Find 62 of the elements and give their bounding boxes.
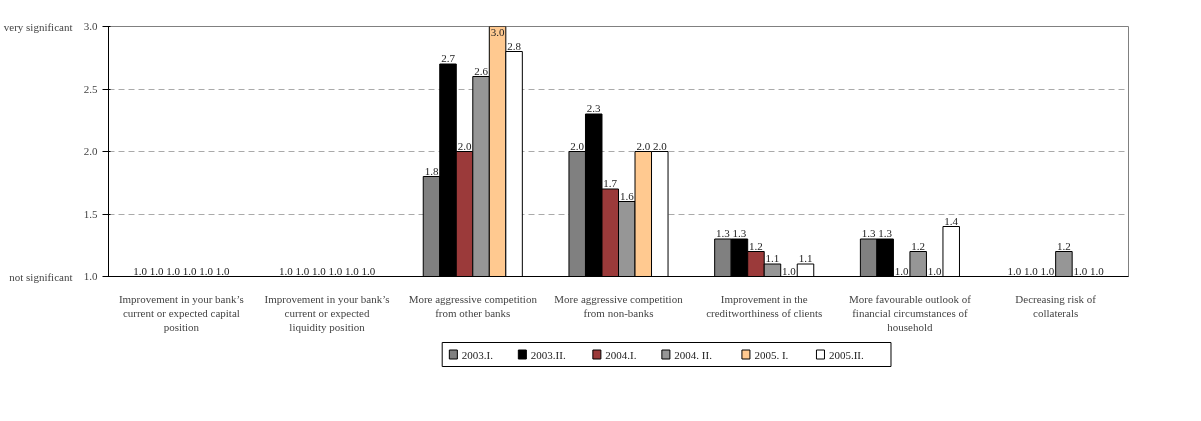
data-label: 1.0 [166, 264, 181, 277]
data-label: 1.0 [344, 264, 360, 277]
legend-label: 2005. I. [754, 348, 789, 361]
text: not significant [9, 270, 73, 283]
x-tick-label: More aggressive competition from other banks [408, 292, 538, 319]
data-label: 1.0 [311, 264, 327, 277]
data-label: 2.7 [441, 52, 456, 64]
legend-label: 2003.II. [530, 348, 566, 361]
y-tick-label: 3.0 [83, 20, 98, 32]
legend-label: 2005.II. [828, 348, 865, 361]
y-tick-label: 1.0 [83, 270, 98, 282]
data-label: 1.0 [133, 264, 148, 277]
data-label: 1.3 [732, 227, 747, 239]
legend-label: 2004.I. [605, 348, 637, 361]
data-label: 1.0 [1073, 264, 1088, 277]
data-label: 2.6 [474, 64, 489, 77]
data-label: 1.0 [182, 264, 197, 277]
data-label: 1.3 [716, 227, 731, 239]
data-label: 2.0 [457, 139, 472, 152]
text: very significant [3, 20, 73, 33]
x-tick-label: Improvement in your bank’s current or expected liquidity position [264, 292, 390, 334]
data-label: 1.0 [1040, 264, 1055, 277]
data-label: 1.2 [749, 239, 763, 252]
data-label: 3.0 [490, 25, 505, 38]
y-tick-label: 2.0 [83, 145, 98, 157]
data-label: 1.1 [765, 252, 780, 264]
data-label: 1.0 [1007, 264, 1022, 277]
data-label: 1.0 [199, 264, 214, 277]
data-label: 1.0 [894, 264, 910, 277]
data-label: 1.8 [424, 164, 439, 177]
data-label: 1.2 [911, 239, 926, 252]
y-tick-label: 2.5 [83, 82, 98, 95]
data-label: 1.2 [1057, 239, 1071, 252]
data-label: 2.3 [586, 102, 602, 114]
data-label: 2.0 [652, 139, 668, 152]
data-label: 1.3 [861, 227, 877, 239]
x-tick-label: Improvement in your bank’s current or expected capital position [118, 292, 244, 334]
data-label: 1.0 [361, 264, 376, 277]
y-tick-label: 1.5 [83, 207, 98, 220]
data-label: 1.0 [278, 264, 294, 277]
data-label: 1.0 [215, 264, 231, 277]
data-label: 1.0 [295, 264, 310, 277]
data-label: 1.0 [1024, 264, 1039, 277]
data-label: 1.0 [328, 264, 343, 277]
data-label: 1.0 [1090, 264, 1105, 277]
x-tick-label: More aggressive competition from non-banks [554, 292, 684, 319]
data-label: 1.6 [619, 189, 635, 202]
x-tick-label: Improvement in the creditworthiness of clients [706, 292, 823, 319]
data-label: 1.7 [603, 177, 618, 189]
x-tick-label: Decreasing risk of collaterals [1015, 292, 1097, 319]
data-label: 1.0 [782, 264, 797, 277]
data-label: 2.0 [636, 139, 651, 152]
data-label: 1.0 [149, 264, 164, 277]
data-label: 2.0 [570, 139, 585, 152]
x-tick-label: More favourable outlook of financial circumstances of household [848, 292, 972, 334]
legend-label: 2004. II. [674, 348, 713, 361]
data-label: 1.0 [927, 264, 943, 277]
data-label: 2.8 [507, 39, 522, 52]
legend-label: 2003.I. [461, 348, 494, 361]
data-label: 1.1 [798, 252, 813, 264]
data-label: 1.4 [944, 214, 959, 227]
data-label: 1.3 [878, 227, 893, 239]
